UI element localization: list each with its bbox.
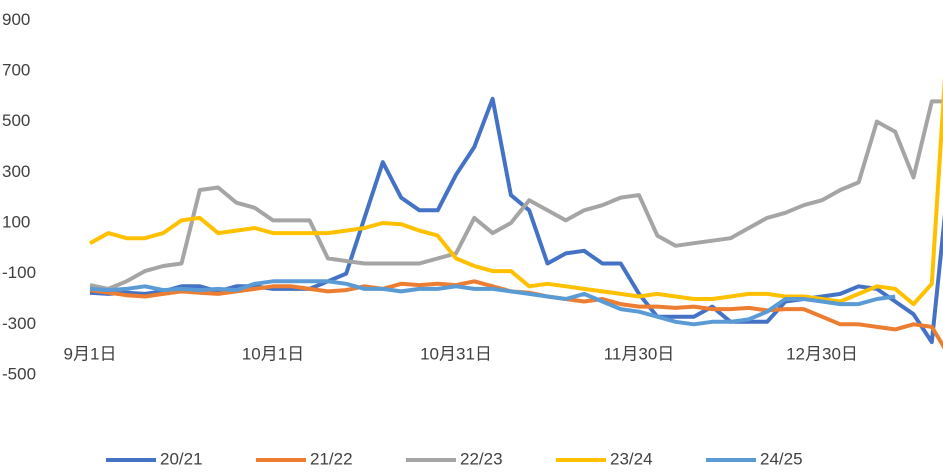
legend-label: 23/24: [610, 449, 653, 468]
x-tick-label: 10月31日: [420, 344, 492, 363]
y-tick-label: 300: [2, 162, 30, 181]
y-tick-label: 500: [2, 111, 30, 130]
x-tick-label: 11月30日: [604, 344, 675, 363]
series-line: [89, 99, 943, 291]
plot-area: [89, 77, 943, 350]
series-line: [89, 279, 896, 327]
y-tick-label: -300: [2, 314, 36, 333]
series-line: [89, 77, 943, 307]
x-tick-label: 10月1日: [242, 344, 304, 363]
legend-label: 22/23: [460, 449, 503, 468]
y-tick-label: 100: [2, 212, 30, 231]
y-tick-label: -500: [2, 364, 36, 383]
y-tick-label: -100: [2, 263, 36, 282]
y-tick-label: 900: [2, 10, 30, 29]
series-line: [89, 96, 943, 345]
legend-label: 24/25: [760, 449, 803, 468]
legend-label: 20/21: [160, 449, 203, 468]
y-tick-label: 700: [2, 60, 30, 79]
x-tick-label: 12月30日: [786, 344, 858, 363]
x-tick-label: 9月1日: [64, 344, 117, 363]
legend-label: 21/22: [310, 449, 353, 468]
